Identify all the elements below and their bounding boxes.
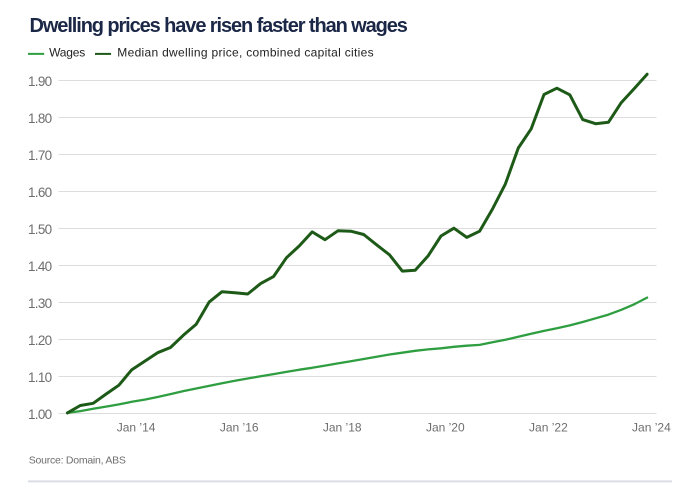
svg-text:Median dwelling price, combine: Median dwelling price, combined capital … [117, 45, 374, 59]
svg-text:Jan ’16: Jan ’16 [220, 421, 259, 435]
svg-text:1.00: 1.00 [28, 407, 52, 422]
svg-text:1.80: 1.80 [28, 111, 52, 126]
svg-text:Dwelling prices have risen fas: Dwelling prices have risen faster than w… [30, 15, 408, 37]
svg-text:1.30: 1.30 [28, 296, 52, 311]
svg-text:1.60: 1.60 [28, 185, 52, 200]
svg-text:Jan ’18: Jan ’18 [323, 421, 362, 435]
svg-text:Wages: Wages [49, 45, 85, 59]
svg-text:1.90: 1.90 [28, 74, 52, 89]
svg-text:1.70: 1.70 [28, 148, 52, 163]
svg-text:1.40: 1.40 [28, 259, 52, 274]
svg-text:Jan ’20: Jan ’20 [426, 421, 465, 435]
svg-text:Source: Domain, ABS: Source: Domain, ABS [29, 455, 126, 467]
svg-text:Jan ’14: Jan ’14 [117, 421, 156, 435]
svg-text:1.50: 1.50 [28, 222, 52, 237]
svg-text:1.10: 1.10 [28, 370, 52, 385]
svg-text:Jan ’22: Jan ’22 [529, 421, 568, 435]
svg-text:1.20: 1.20 [28, 333, 52, 348]
svg-text:Jan ’24: Jan ’24 [632, 421, 671, 435]
